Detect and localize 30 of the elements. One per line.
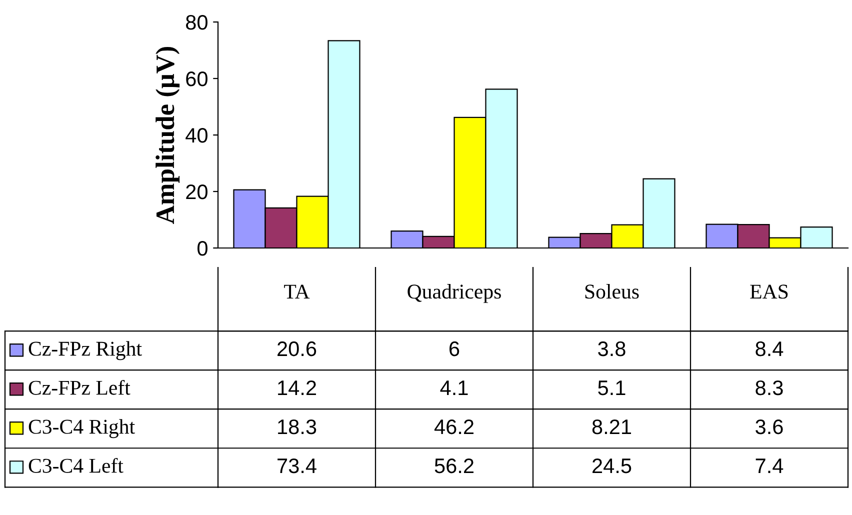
data-label: 20.6 xyxy=(278,341,316,356)
data-label: 7.4 xyxy=(756,458,784,474)
y-tick-label: 0 xyxy=(198,241,208,256)
x-tick-label: Soleus xyxy=(585,284,639,299)
data-label: 24.5 xyxy=(592,458,632,474)
y-tick-label: 60 xyxy=(186,72,208,86)
legend-label: Cz-FPz Left xyxy=(28,380,130,395)
x-tick-label: Quadriceps xyxy=(408,284,501,303)
data-label: 8.3 xyxy=(756,380,783,396)
data-label: 8.4 xyxy=(756,341,784,356)
data-label: 56.2 xyxy=(434,458,474,474)
data-label: 46.2 xyxy=(434,419,474,434)
data-label: 8.21 xyxy=(592,419,632,434)
legend-label: C3-C4 Right xyxy=(28,419,135,438)
y-tick-label: 40 xyxy=(186,128,208,143)
data-label: 73.4 xyxy=(278,458,316,474)
data-label: 3.8 xyxy=(598,341,626,356)
x-tick-label: TA xyxy=(284,284,310,298)
y-tick-label: 20 xyxy=(186,184,208,200)
y-axis-title: Amplitude (μV) xyxy=(156,46,180,224)
data-label: 5.1 xyxy=(598,380,626,396)
legend-label: Cz-FPz Right xyxy=(28,341,142,360)
legend-label: C3-C4 Left xyxy=(28,458,124,473)
y-tick-label: 80 xyxy=(186,15,208,30)
x-tick-label: EAS xyxy=(750,284,788,299)
data-label: 4.1 xyxy=(440,380,468,395)
data-label: 3.6 xyxy=(756,419,783,434)
data-label: 14.2 xyxy=(278,380,316,395)
data-label: 6 xyxy=(450,341,460,356)
data-label: 18.3 xyxy=(278,419,316,434)
